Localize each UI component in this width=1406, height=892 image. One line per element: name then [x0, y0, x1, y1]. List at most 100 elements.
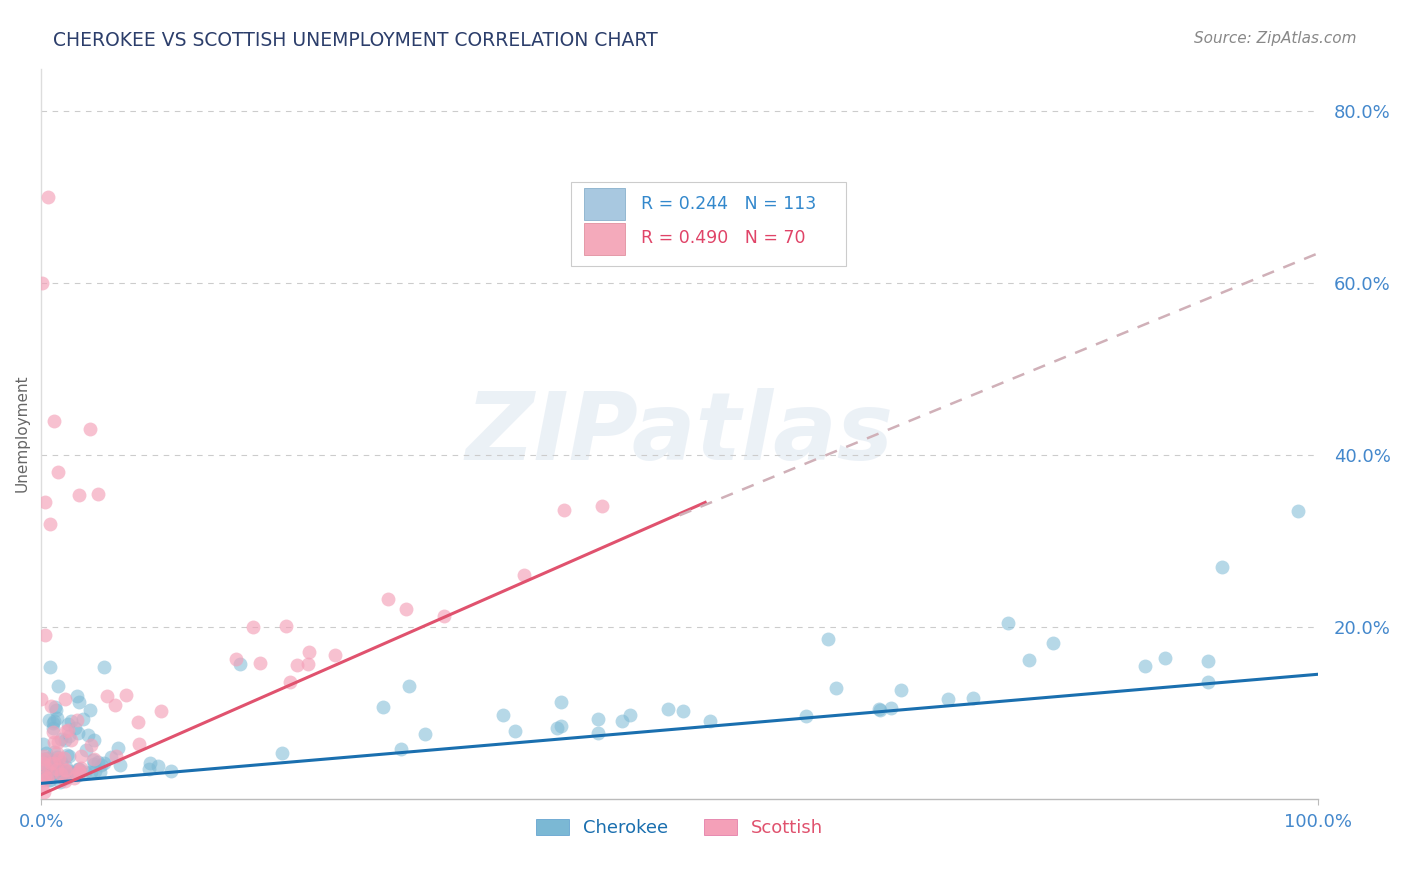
Point [586, 726, 609, 740]
Point [46, 711, 69, 725]
Point [67, 763, 90, 777]
Point [58, 749, 80, 764]
Point [825, 681, 848, 695]
Point [938, 691, 960, 706]
Point [794, 708, 817, 723]
Point [274, 619, 297, 633]
Point [69, 748, 91, 763]
Point [34, 766, 56, 780]
Point [69, 761, 91, 775]
Point [962, 691, 984, 706]
Point [31, 778, 53, 792]
Point [34, 769, 56, 783]
Point [115, 689, 138, 703]
Point [38, 713, 60, 727]
Point [49, 769, 72, 783]
Point [31, 768, 53, 782]
Point [1042, 636, 1064, 650]
Point [90, 758, 112, 772]
Point [87, 756, 110, 770]
Point [44, 756, 66, 770]
Point [66, 726, 89, 740]
Point [31, 773, 53, 788]
Point [32, 784, 55, 798]
Point [39, 759, 62, 773]
Point [63, 721, 86, 735]
Point [592, 499, 614, 513]
Point [297, 657, 319, 671]
Point [53, 763, 76, 777]
Point [80, 765, 103, 780]
Point [42, 714, 65, 728]
Point [672, 704, 695, 718]
Point [104, 749, 127, 764]
Point [550, 719, 572, 733]
Point [278, 675, 301, 690]
Point [80, 738, 103, 752]
Point [82, 753, 104, 767]
Point [323, 648, 346, 662]
Point [35, 756, 58, 770]
Point [31, 766, 53, 780]
Point [104, 698, 127, 713]
Point [44, 734, 66, 748]
Point [46, 759, 69, 773]
Point [55, 771, 77, 785]
Point [75, 742, 97, 756]
Point [93, 756, 115, 771]
Point [67, 695, 90, 709]
Point [83, 756, 105, 771]
Point [657, 702, 679, 716]
Point [35, 761, 58, 775]
Point [53, 732, 76, 747]
Point [297, 645, 319, 659]
Point [38, 772, 60, 787]
Point [45, 761, 67, 775]
Point [67, 765, 90, 780]
Point [93, 660, 115, 674]
Point [45, 753, 67, 767]
Point [35, 746, 58, 760]
Point [34, 628, 56, 642]
Point [395, 602, 418, 616]
Point [546, 721, 568, 735]
Point [868, 702, 890, 716]
Point [42, 724, 65, 739]
Point [83, 732, 105, 747]
Point [1154, 651, 1177, 665]
Point [586, 712, 609, 726]
Point [879, 701, 901, 715]
Point [869, 703, 891, 717]
Point [44, 700, 66, 714]
Point [56, 717, 79, 731]
Point [39, 699, 62, 714]
Point [39, 765, 62, 780]
Point [66, 713, 89, 727]
Point [63, 765, 86, 780]
Point [62, 771, 84, 785]
Legend: Cherokee, Scottish: Cherokee, Scottish [529, 812, 831, 845]
Point [1286, 504, 1309, 518]
Point [49, 755, 72, 769]
Point [55, 763, 77, 777]
Point [58, 769, 80, 783]
Point [79, 422, 101, 436]
Point [32, 752, 55, 766]
Point [46, 679, 69, 693]
Point [39, 516, 62, 531]
Point [48, 751, 70, 765]
Point [58, 723, 80, 737]
Point [30, 692, 52, 706]
Point [229, 657, 252, 672]
Point [1211, 559, 1233, 574]
Point [817, 632, 839, 646]
Point [42, 764, 65, 779]
Point [49, 766, 72, 780]
Point [38, 660, 60, 674]
Y-axis label: Unemployment: Unemployment [15, 375, 30, 492]
Point [128, 737, 150, 751]
Point [89, 765, 111, 780]
Point [58, 764, 80, 778]
Point [55, 724, 77, 739]
Point [108, 758, 131, 772]
